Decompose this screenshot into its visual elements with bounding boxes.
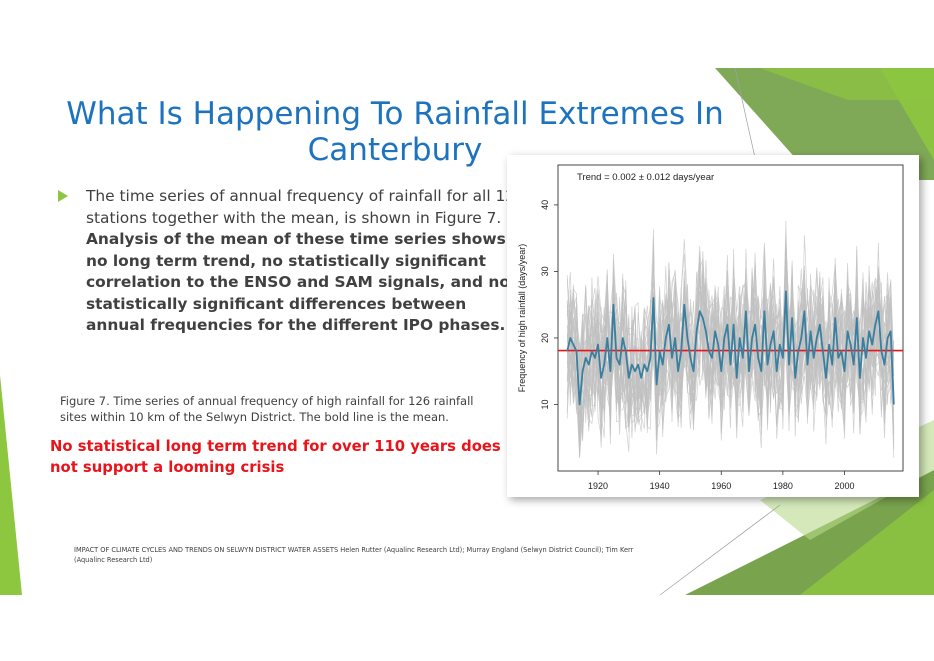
triangle-bullet-icon <box>58 190 68 202</box>
station-series-line <box>566 244 895 430</box>
footer-citation: IMPACT OF CLIMATE CYCLES AND TRENDS ON S… <box>74 546 634 564</box>
station-series-line <box>566 248 895 434</box>
x-tick-label: 1960 <box>711 481 731 491</box>
mean-series-line <box>566 290 895 406</box>
rainfall-chart-svg: 10 20 30 40 1920 1940 1960 1980 2000 Trend = 0.… <box>517 164 904 491</box>
slide-title: What Is Happening To Rainfall Extremes I… <box>66 96 724 168</box>
x-tick-label: 1980 <box>773 481 793 491</box>
x-axis: 1920 1940 1960 1980 2000 <box>588 471 854 491</box>
x-tick-label: 2000 <box>834 481 854 491</box>
bullet-text-plain: The time series of annual frequency of r… <box>86 187 525 227</box>
y-tick-label: 30 <box>540 266 550 276</box>
decor-green-shape-bottom-2 <box>800 490 934 595</box>
decor-green-shape-top-3 <box>880 68 934 160</box>
decor-green-shape-left <box>0 375 22 595</box>
rainfall-chart: 10 20 30 40 1920 1940 1960 1980 2000 Trend = 0.… <box>507 155 919 497</box>
decor-line-bottom <box>659 504 781 596</box>
chart-title: Trend = 0.002 ± 0.012 days/year <box>577 172 714 183</box>
y-tick-label: 40 <box>540 200 550 210</box>
figure-caption: Figure 7. Time series of annual frequenc… <box>60 394 474 424</box>
y-tick-label: 20 <box>540 333 550 343</box>
x-tick-label: 1920 <box>588 481 608 491</box>
station-lines-group <box>566 220 895 458</box>
x-tick-label: 1940 <box>650 481 670 491</box>
bullet-paragraph: The time series of annual frequency of r… <box>58 186 528 337</box>
bullet-text-bold: Analysis of the mean of these time serie… <box>86 230 510 334</box>
y-tick-label: 10 <box>540 399 550 409</box>
station-series-line <box>566 273 895 450</box>
station-series-line <box>566 263 895 455</box>
y-axis: 10 20 30 40 <box>540 200 558 409</box>
highlight-statement: No statistical long term trend for over … <box>50 438 501 476</box>
chart-ylabel: Frequency of high rainfall (days/year) <box>517 244 527 393</box>
